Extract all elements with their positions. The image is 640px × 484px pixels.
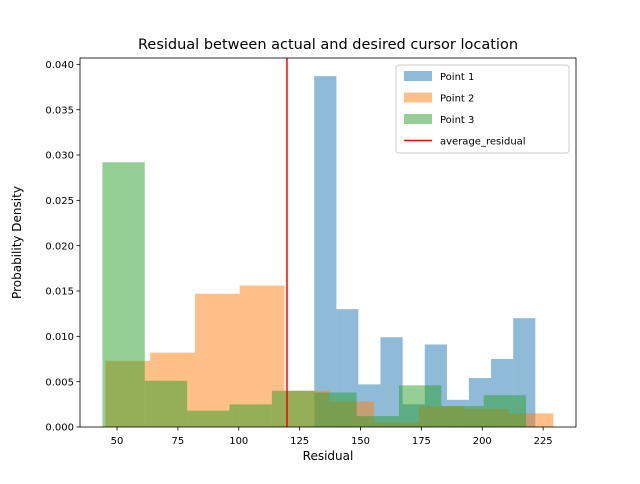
- chart-legend: Point 1 Point 2 Point 3 average_residual: [395, 64, 570, 154]
- histogram-bar: [102, 162, 145, 428]
- y-tick-label: 0.040: [45, 60, 74, 71]
- x-tick-label: 200: [473, 436, 492, 447]
- histogram-bar: [271, 390, 315, 427]
- y-axis-label: Probability Density: [10, 186, 24, 299]
- y-tick-label: 0.015: [45, 287, 74, 298]
- histogram-bar: [314, 392, 357, 427]
- legend-swatch: [404, 114, 432, 124]
- legend-swatch: [404, 71, 432, 81]
- histogram-bar: [441, 406, 484, 427]
- x-axis-label: Residual: [303, 449, 354, 463]
- x-axis-ticks: 50 75 100 125 150 175 200 225: [111, 427, 553, 447]
- histogram-bar: [398, 385, 442, 427]
- y-tick-label: 0.035: [45, 105, 74, 116]
- x-tick-label: 225: [534, 436, 553, 447]
- histogram-bar: [380, 337, 403, 427]
- y-tick-label: 0.010: [45, 332, 74, 343]
- legend-label: Point 3: [440, 115, 474, 126]
- legend-box: [395, 64, 570, 154]
- y-tick-label: 0.005: [45, 377, 74, 388]
- axes-frame: [79, 57, 577, 428]
- histogram-bar: [229, 404, 272, 427]
- x-tick-label: 175: [412, 436, 431, 447]
- legend-label: Point 2: [440, 94, 474, 105]
- histogram-bar: [483, 395, 527, 427]
- y-axis-ticks: 0.000 0.005 0.010 0.015 0.020 0.025 0.030 0.035…: [45, 60, 80, 434]
- chart-title: Residual between actual and desired curs…: [138, 37, 518, 53]
- legend-label: Point 1: [440, 72, 474, 83]
- legend-label: average_residual: [440, 137, 526, 148]
- y-tick-label: 0.000: [45, 423, 74, 434]
- y-tick-label: 0.025: [45, 196, 74, 207]
- x-tick-label: 150: [351, 436, 370, 447]
- histogram-bar: [356, 416, 399, 427]
- legend-swatch: [404, 92, 432, 103]
- histogram-bar: [144, 380, 188, 427]
- x-tick-label: 50: [111, 436, 124, 447]
- histogram-bar: [314, 76, 337, 427]
- x-tick-label: 100: [229, 436, 248, 447]
- histogram-bar: [187, 410, 230, 427]
- y-tick-label: 0.020: [45, 241, 74, 252]
- histogram-bars: [102, 76, 554, 428]
- x-tick-label: 125: [290, 436, 309, 447]
- x-tick-label: 75: [172, 436, 185, 447]
- y-tick-label: 0.030: [45, 151, 74, 162]
